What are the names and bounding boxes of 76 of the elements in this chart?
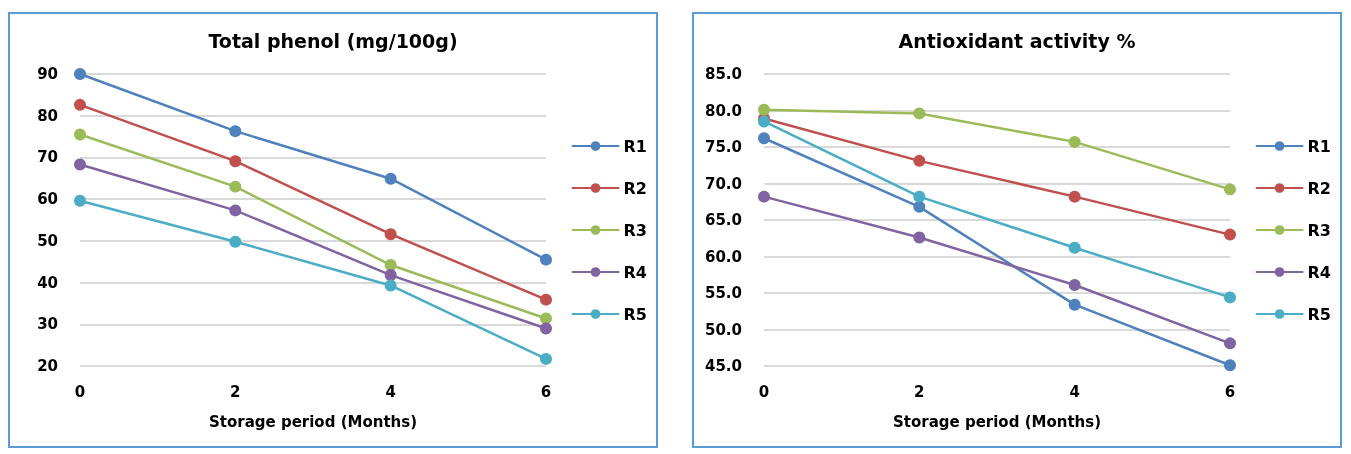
- y-tick-label: 75.0: [704, 138, 742, 156]
- y-tick-label: 60.0: [704, 247, 742, 266]
- point: [1068, 241, 1081, 254]
- point: [758, 103, 770, 116]
- y-tick-label: 60: [37, 190, 58, 209]
- point: [1068, 135, 1081, 148]
- x-tick-label: 4: [385, 382, 396, 401]
- y-tick-label: 30: [37, 315, 58, 334]
- point: [1224, 337, 1236, 350]
- point: [540, 322, 552, 335]
- point: [74, 158, 86, 171]
- y-tick-label: 40: [37, 273, 58, 292]
- y-tick-label: 65.0: [704, 211, 742, 229]
- point: [1068, 298, 1081, 311]
- x-tick-label: 2: [914, 382, 925, 401]
- x-tick-label: 6: [540, 382, 552, 401]
- point: [74, 128, 86, 141]
- legend-label: R4: [1307, 262, 1331, 282]
- y-tick-label: 80.0: [704, 101, 742, 120]
- point: [1224, 359, 1236, 372]
- point: [1224, 291, 1236, 304]
- y-tick-label: 80: [37, 106, 58, 125]
- point: [229, 204, 242, 217]
- point: [913, 154, 926, 167]
- chart-title: Antioxidant activity %: [898, 29, 1136, 52]
- x-tick-label: 0: [758, 382, 770, 401]
- x-tick-label: 0: [74, 382, 86, 401]
- point: [229, 235, 242, 248]
- y-tick-label: 50.0: [704, 320, 742, 339]
- y-tick-label: 55.0: [704, 284, 742, 302]
- legend-label: R2: [623, 178, 647, 198]
- point: [1224, 183, 1236, 196]
- point: [540, 352, 552, 365]
- y-tick-label: 90: [37, 65, 58, 83]
- point: [1068, 190, 1081, 203]
- legend-label: R2: [1307, 178, 1331, 198]
- legend-label: R5: [623, 304, 647, 324]
- y-tick-label: 20: [37, 357, 58, 375]
- x-axis-title: Storage period (Months): [208, 412, 418, 431]
- y-tick-label: 45.0: [704, 357, 742, 375]
- y-tick-label: 85.0: [704, 65, 742, 83]
- legend-label: R1: [1307, 136, 1331, 156]
- point: [540, 253, 552, 266]
- point: [913, 200, 926, 213]
- point: [229, 180, 242, 193]
- point: [384, 172, 397, 185]
- y-tick-label: 50: [37, 231, 58, 250]
- point: [913, 190, 926, 203]
- x-tick-label: 4: [1069, 382, 1080, 401]
- legend-label: R3: [623, 220, 647, 240]
- point: [540, 312, 552, 325]
- chart-title: Total phenol (mg/100g): [208, 29, 458, 52]
- point: [384, 269, 397, 282]
- legend-label: R5: [1307, 304, 1331, 324]
- point: [758, 190, 770, 203]
- point: [1068, 278, 1081, 291]
- point: [913, 231, 926, 244]
- point: [758, 132, 770, 145]
- x-tick-label: 2: [230, 382, 241, 401]
- point: [913, 107, 926, 120]
- point: [74, 68, 86, 80]
- point: [229, 155, 242, 168]
- point: [384, 228, 397, 241]
- point: [540, 293, 552, 306]
- legend-label: R1: [623, 136, 647, 156]
- point: [384, 279, 397, 292]
- point: [74, 98, 86, 111]
- legend-label: R4: [623, 262, 647, 282]
- point: [229, 125, 242, 138]
- y-tick-label: 70: [37, 148, 58, 167]
- x-tick-label: 6: [1224, 382, 1236, 401]
- point: [74, 194, 86, 207]
- y-tick-label: 70.0: [704, 174, 742, 193]
- legend-label: R3: [1307, 220, 1331, 240]
- point: [1224, 228, 1236, 241]
- x-axis-title: Storage period (Months): [892, 412, 1102, 431]
